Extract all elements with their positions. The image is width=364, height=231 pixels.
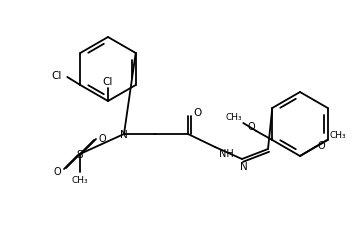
Text: N: N bbox=[240, 161, 248, 171]
Text: O: O bbox=[98, 134, 106, 143]
Text: O: O bbox=[193, 108, 201, 118]
Text: Cl: Cl bbox=[51, 71, 62, 81]
Text: CH₃: CH₃ bbox=[330, 130, 346, 139]
Text: O: O bbox=[248, 122, 255, 131]
Text: CH₃: CH₃ bbox=[226, 113, 242, 122]
Text: O: O bbox=[317, 140, 325, 150]
Text: S: S bbox=[77, 149, 83, 159]
Text: NH: NH bbox=[219, 148, 234, 158]
Text: Cl: Cl bbox=[103, 77, 113, 87]
Text: N: N bbox=[120, 129, 128, 139]
Text: CH₃: CH₃ bbox=[72, 176, 88, 185]
Text: O: O bbox=[53, 166, 61, 176]
